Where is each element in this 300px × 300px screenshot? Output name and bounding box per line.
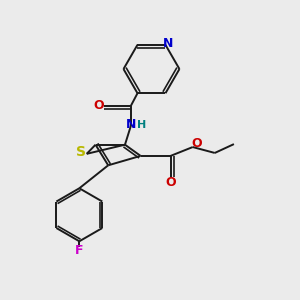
Text: N: N [126, 118, 136, 131]
Text: O: O [165, 176, 176, 190]
Text: O: O [94, 99, 104, 112]
Text: F: F [75, 244, 84, 257]
Text: S: S [76, 146, 86, 159]
Text: H: H [137, 120, 147, 130]
Text: O: O [191, 137, 202, 150]
Text: N: N [163, 37, 173, 50]
